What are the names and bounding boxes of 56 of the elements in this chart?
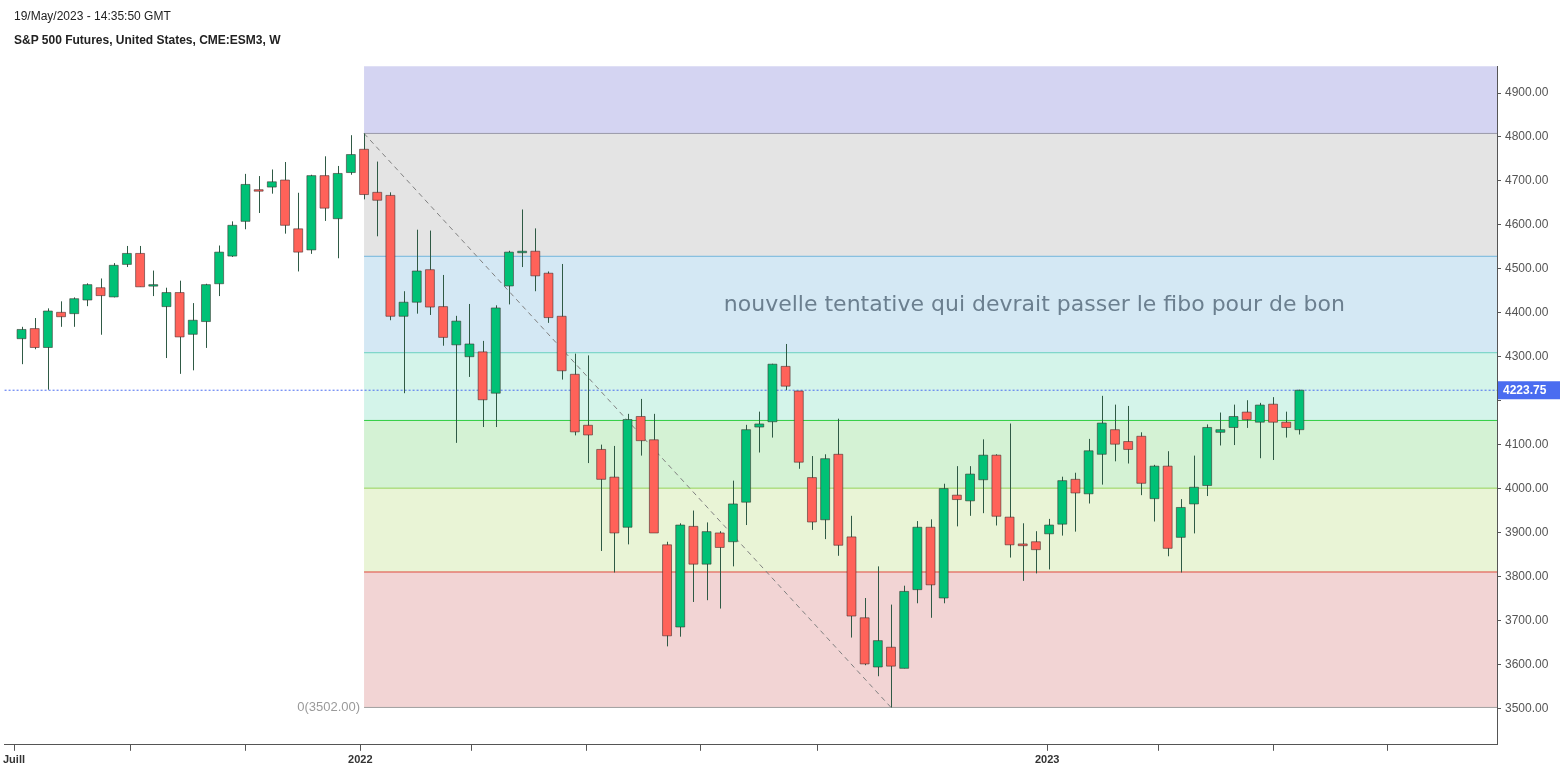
candlestick xyxy=(372,161,383,237)
candlestick xyxy=(82,282,93,307)
candlestick xyxy=(1017,522,1028,582)
candlestick xyxy=(121,245,132,268)
candlestick xyxy=(1044,518,1055,570)
candlestick xyxy=(398,290,409,394)
candlestick xyxy=(1030,530,1041,574)
candlestick xyxy=(345,134,356,176)
candlestick xyxy=(1268,396,1279,461)
y-tick-label: 4100.00 xyxy=(1505,436,1549,451)
candlestick xyxy=(464,303,475,378)
candlestick xyxy=(1254,402,1265,459)
candlestick xyxy=(161,287,172,359)
candlestick xyxy=(1070,472,1081,533)
candlestick xyxy=(69,296,80,328)
candlestick xyxy=(293,192,304,272)
candlestick xyxy=(886,604,896,708)
candlestick xyxy=(754,411,765,454)
candlestick xyxy=(951,465,962,527)
ref-line-label: 0(3502.00) xyxy=(297,699,361,715)
candlestick xyxy=(29,317,40,350)
candlestick xyxy=(95,277,106,336)
ref-line-label: 4223.75 xyxy=(1503,382,1547,397)
candlestick xyxy=(187,302,198,371)
y-tick-label: 3500.00 xyxy=(1505,700,1549,715)
candlestick xyxy=(16,326,27,365)
x-tick-label: Juill xyxy=(2,753,26,766)
y-tick-label: 4300.00 xyxy=(1505,349,1549,364)
candlestick xyxy=(1241,399,1252,429)
candlestick xyxy=(451,315,462,444)
candlestick xyxy=(1189,455,1199,534)
candlestick xyxy=(1109,404,1120,462)
y-tick-label: 3800.00 xyxy=(1505,568,1549,583)
y-tick-label: 3900.00 xyxy=(1505,524,1549,539)
y-tick-label: 3700.00 xyxy=(1505,612,1549,627)
candlestick xyxy=(714,530,725,610)
y-tick-label: 4700.00 xyxy=(1505,173,1549,188)
y-tick-label: 4600.00 xyxy=(1505,217,1549,232)
candlestick xyxy=(266,168,277,195)
candlestick xyxy=(1228,404,1239,446)
candlestick xyxy=(583,354,593,464)
x-tick-label: 2022 xyxy=(348,753,373,766)
annotation: nouvelle tentative qui devrait passer le fibo pour de bon xyxy=(723,291,1345,317)
candlestick xyxy=(780,343,791,391)
chart-title: S&P 500 Futures, United States, CME:ESM3, W xyxy=(14,33,281,47)
chart-subtitle: 19/May/2023 - 14:35:50 GMT xyxy=(14,9,171,23)
candlestick xyxy=(517,208,528,268)
y-tick-label: 3600.00 xyxy=(1505,656,1549,671)
y-tick-label: 4500.00 xyxy=(1505,261,1549,276)
candlestick xyxy=(1281,411,1292,439)
x-tick-label: 2023 xyxy=(1034,753,1060,766)
y-tick-label: 4900.00 xyxy=(1505,85,1549,100)
y-tick-label: 4800.00 xyxy=(1505,129,1549,144)
y-tick-label: 4400.00 xyxy=(1505,305,1549,320)
y-tick-label: 4000.00 xyxy=(1505,480,1549,495)
candlestick xyxy=(56,300,67,328)
